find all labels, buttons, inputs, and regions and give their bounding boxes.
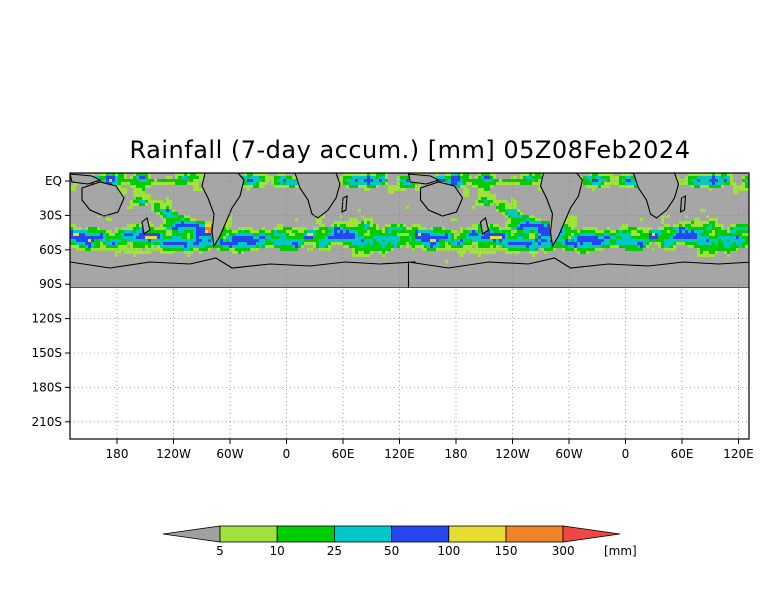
colorbar-box (448, 525, 507, 543)
antarctica-land (407, 257, 749, 288)
lon-label: 180 (445, 447, 468, 461)
colorbar-box (276, 525, 335, 543)
australia-land (81, 181, 125, 217)
south-america-land (201, 173, 245, 248)
lon-label: 120E (723, 447, 754, 461)
no-data-area (70, 288, 749, 439)
colorbar-label: 150 (495, 544, 518, 558)
colorbar-low-triangle (162, 525, 221, 543)
australia-land (419, 181, 464, 217)
new-zealand-land (141, 217, 151, 235)
colorbar-box (505, 525, 564, 543)
colorbar-box (391, 525, 450, 543)
colorbar-label: 25 (327, 544, 342, 558)
lon-label: 180 (106, 447, 129, 461)
africa-land (294, 173, 341, 219)
lon-label: 60E (332, 447, 355, 461)
plot-frame (69, 172, 750, 440)
colorbar-label: 300 (552, 544, 575, 558)
lat-label: 120S (31, 312, 62, 326)
colorbar-unit: [mm] (604, 544, 637, 558)
south-america-land (539, 173, 584, 248)
lat-label: EQ (45, 174, 62, 188)
colorbar-box (333, 525, 392, 543)
lat-label: 60S (39, 243, 62, 257)
colorbar-box (219, 525, 278, 543)
lon-label: 120W (156, 447, 191, 461)
africa-land (632, 173, 680, 219)
lon-label: 60W (555, 447, 582, 461)
colorbar: 5 10 25 50 100 150 300 [mm] (162, 525, 637, 558)
lat-label: 180S (31, 380, 62, 394)
lon-label: 60W (216, 447, 243, 461)
map-title: Rainfall (7-day accum.) [mm] 05Z08Feb202… (129, 136, 691, 164)
madagascar-land (679, 195, 687, 213)
colorbar-label: 50 (384, 544, 399, 558)
lon-label: 60E (671, 447, 694, 461)
grid-lines (70, 173, 749, 439)
madagascar-land (341, 195, 348, 213)
latitude-axis: EQ 30S 60S 90S 120S 150S 180S 210S (31, 174, 70, 429)
lat-label: 30S (39, 208, 62, 222)
lat-label: 90S (39, 277, 62, 291)
lat-label: 150S (31, 346, 62, 360)
colorbar-label: 100 (437, 544, 460, 558)
continents (70, 173, 749, 288)
rainfall-data-region (70, 173, 749, 288)
lat-label: 210S (31, 415, 62, 429)
lon-label: 120W (495, 447, 530, 461)
longitude-axis: 180 120W 60W 0 60E 120E 180 120W 60W 0 60E 120E (106, 439, 754, 461)
colorbar-label: 5 (216, 544, 224, 558)
colorbar-high-triangle (562, 525, 621, 543)
new-zealand-land (479, 217, 490, 235)
colorbar-label: 10 (270, 544, 285, 558)
maritime-continent-land (70, 173, 102, 185)
lon-label: 0 (622, 447, 630, 461)
lon-label: 0 (283, 447, 291, 461)
lon-label: 120E (384, 447, 415, 461)
